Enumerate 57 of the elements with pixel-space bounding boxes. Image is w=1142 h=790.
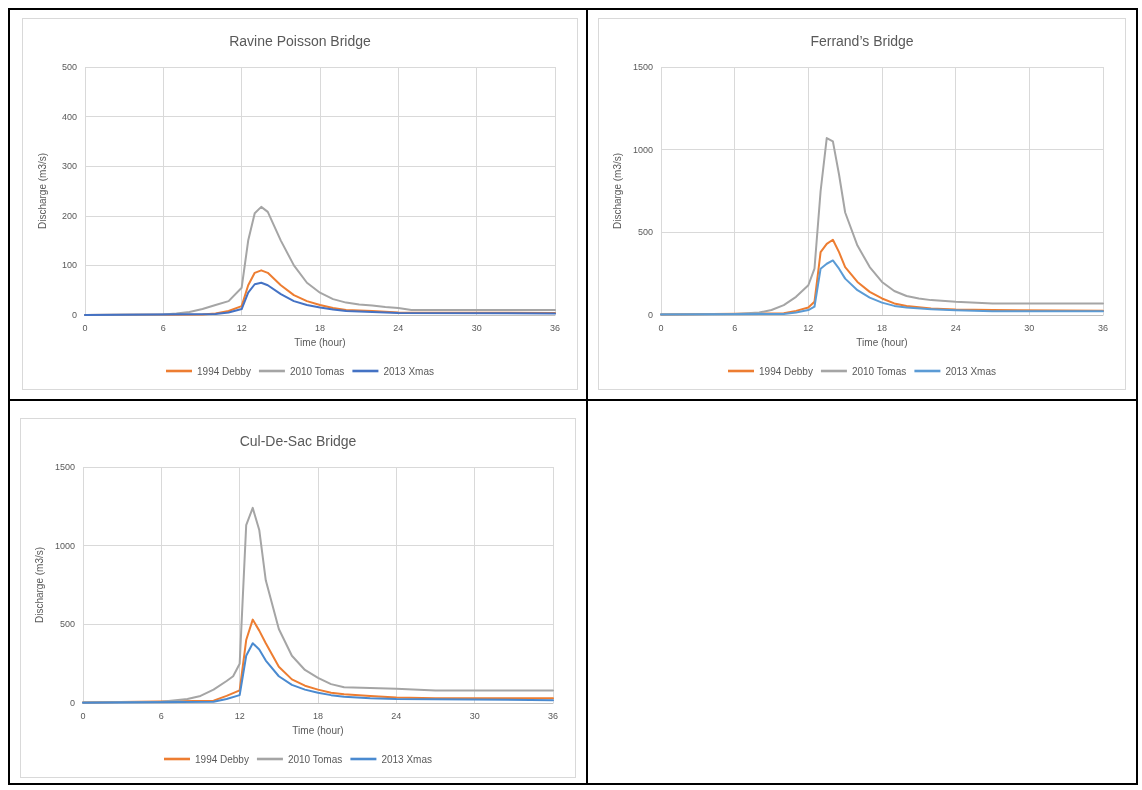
x-tick-label: 24	[391, 710, 402, 721]
x-tick-label: 30	[1024, 322, 1035, 333]
x-tick-label: 6	[732, 322, 738, 333]
x-tick-label: 24	[950, 322, 961, 333]
x-tick-label: 6	[160, 322, 166, 333]
x-axis-title: Time (hour)	[292, 724, 344, 736]
legend-label: 2010 Tomas	[851, 365, 907, 377]
line-series	[84, 281, 556, 316]
x-tick-label: 30	[471, 322, 482, 333]
x-tick-label: 36	[547, 710, 559, 721]
chart-title: Cul-De-Sac Bridge	[239, 433, 357, 449]
y-axis-title: Discharge (m3/s)	[36, 152, 48, 230]
chart-title: Ravine Poisson Bridge	[229, 33, 372, 49]
y-tick-label: 0	[71, 310, 77, 320]
y-tick-label: 500	[61, 62, 77, 72]
x-tick-label: 0	[82, 322, 88, 333]
y-tick-label: 300	[61, 161, 77, 172]
x-tick-label: 6	[158, 710, 164, 721]
y-tick-label: 1500	[54, 462, 75, 472]
x-tick-label: 0	[658, 322, 664, 333]
chart-title: Ferrand’s Bridge	[810, 33, 914, 49]
line-series	[82, 506, 554, 704]
x-tick-label: 30	[469, 710, 480, 721]
legend-label: 2010 Tomas	[289, 365, 345, 377]
y-tick-label: 500	[637, 227, 653, 238]
x-tick-label: 12	[234, 710, 245, 721]
x-tick-label: 18	[312, 710, 324, 721]
y-tick-label: 1500	[632, 62, 653, 72]
y-tick-label: 1000	[54, 540, 75, 551]
legend-label: 1994 Debby	[197, 365, 251, 377]
x-tick-label: 12	[236, 322, 247, 333]
legend-label: 1994 Debby	[759, 365, 813, 377]
x-tick-label: 12	[803, 322, 814, 333]
y-axis-title: Discharge (m3/s)	[33, 546, 45, 624]
y-tick-label: 0	[69, 698, 75, 708]
line-series	[82, 642, 554, 704]
y-tick-label: 400	[61, 111, 77, 122]
y-axis-title: Discharge (m3/s)	[611, 152, 623, 230]
y-tick-label: 500	[59, 619, 75, 630]
x-tick-label: 24	[393, 322, 404, 333]
legend-label: 2010 Tomas	[287, 753, 343, 765]
y-tick-label: 100	[61, 260, 77, 271]
x-axis-title: Time (hour)	[856, 336, 908, 348]
y-tick-label: 200	[61, 210, 77, 221]
legend-label: 1994 Debby	[195, 753, 249, 765]
x-tick-label: 18	[876, 322, 888, 333]
x-tick-label: 0	[80, 710, 86, 721]
legend-label: 2013 Xmas	[383, 365, 434, 377]
y-tick-label: 1000	[632, 144, 653, 155]
legend-label: 2013 Xmas	[381, 753, 432, 765]
x-tick-label: 36	[1097, 322, 1109, 333]
x-tick-label: 36	[549, 322, 561, 333]
legend-label: 2013 Xmas	[945, 365, 996, 377]
y-tick-label: 0	[647, 310, 653, 320]
x-tick-label: 18	[314, 322, 326, 333]
x-axis-title: Time (hour)	[294, 336, 346, 348]
line-series	[660, 259, 1104, 316]
